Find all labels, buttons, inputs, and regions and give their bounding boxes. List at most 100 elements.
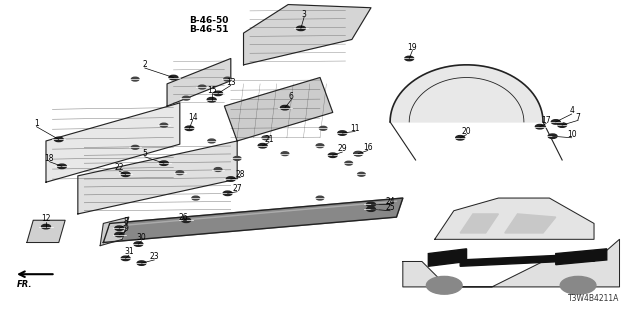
Circle shape — [367, 202, 376, 207]
Text: 28: 28 — [236, 170, 245, 179]
Circle shape — [234, 156, 241, 160]
Text: 11: 11 — [350, 124, 360, 133]
Circle shape — [227, 177, 236, 181]
Circle shape — [404, 56, 413, 61]
Text: 16: 16 — [363, 143, 372, 152]
Circle shape — [169, 75, 178, 80]
Text: 21: 21 — [264, 135, 274, 144]
Circle shape — [121, 256, 130, 260]
Text: 3: 3 — [301, 10, 307, 19]
Text: 29: 29 — [337, 144, 347, 153]
Circle shape — [296, 26, 305, 31]
Polygon shape — [100, 217, 129, 246]
Circle shape — [134, 242, 143, 246]
Circle shape — [316, 144, 324, 148]
Text: 4: 4 — [569, 106, 574, 115]
Circle shape — [319, 126, 327, 130]
Polygon shape — [390, 65, 543, 122]
Circle shape — [207, 98, 216, 102]
Circle shape — [208, 139, 216, 143]
Polygon shape — [167, 59, 231, 106]
Circle shape — [137, 261, 146, 265]
Circle shape — [548, 134, 557, 139]
Circle shape — [426, 276, 462, 294]
Text: B-46-51: B-46-51 — [189, 25, 229, 34]
Circle shape — [159, 161, 168, 165]
Text: 18: 18 — [44, 154, 54, 163]
Circle shape — [355, 152, 362, 156]
Circle shape — [262, 136, 269, 140]
Circle shape — [328, 153, 337, 157]
Polygon shape — [27, 220, 65, 243]
Circle shape — [214, 91, 223, 96]
Polygon shape — [46, 103, 180, 182]
Text: 19: 19 — [408, 43, 417, 52]
Circle shape — [42, 224, 51, 229]
Circle shape — [560, 276, 596, 294]
Circle shape — [58, 164, 67, 169]
Text: 30: 30 — [137, 233, 147, 242]
Text: 22: 22 — [115, 164, 124, 172]
Polygon shape — [244, 4, 371, 65]
Text: FR.: FR. — [17, 280, 33, 289]
Text: 15: 15 — [207, 86, 216, 95]
Circle shape — [131, 145, 139, 149]
Polygon shape — [505, 214, 556, 233]
Polygon shape — [78, 141, 237, 214]
Text: B-46-50: B-46-50 — [189, 16, 228, 25]
Text: 20: 20 — [461, 127, 472, 136]
Text: 17: 17 — [541, 116, 551, 125]
Text: 7: 7 — [575, 113, 580, 122]
Circle shape — [280, 105, 289, 110]
Text: 26: 26 — [178, 212, 188, 222]
Text: 24: 24 — [385, 197, 395, 206]
Circle shape — [224, 77, 232, 81]
Text: 27: 27 — [232, 184, 242, 193]
Circle shape — [316, 196, 324, 200]
Text: 5: 5 — [142, 149, 147, 158]
Circle shape — [198, 85, 206, 89]
Polygon shape — [435, 198, 594, 239]
Text: 23: 23 — [150, 252, 159, 261]
Text: 2: 2 — [142, 60, 147, 69]
Circle shape — [281, 152, 289, 156]
Polygon shape — [103, 198, 403, 243]
Circle shape — [192, 196, 200, 200]
Circle shape — [536, 124, 544, 129]
Circle shape — [185, 126, 194, 131]
Circle shape — [131, 77, 139, 81]
Text: 25: 25 — [385, 203, 395, 212]
Text: 10: 10 — [567, 130, 577, 139]
Polygon shape — [460, 255, 562, 266]
Circle shape — [182, 218, 191, 222]
Circle shape — [214, 168, 222, 172]
Polygon shape — [225, 77, 333, 141]
Circle shape — [223, 191, 232, 196]
Circle shape — [367, 207, 376, 212]
Circle shape — [354, 151, 363, 156]
Text: 14: 14 — [188, 113, 197, 122]
Polygon shape — [460, 214, 499, 233]
Polygon shape — [428, 249, 467, 266]
Text: 13: 13 — [226, 78, 236, 87]
Circle shape — [176, 171, 184, 175]
Text: 31: 31 — [124, 247, 134, 257]
Circle shape — [551, 120, 560, 124]
Text: T3W4B4211A: T3W4B4211A — [568, 294, 620, 303]
Text: 9: 9 — [124, 224, 128, 233]
Circle shape — [345, 161, 353, 165]
Circle shape — [338, 131, 347, 135]
Polygon shape — [556, 249, 607, 265]
Circle shape — [54, 137, 63, 142]
Text: 8: 8 — [124, 217, 128, 226]
Text: 12: 12 — [41, 214, 51, 223]
Text: 1: 1 — [34, 119, 39, 128]
Circle shape — [121, 172, 130, 177]
Circle shape — [160, 123, 168, 127]
Circle shape — [358, 172, 365, 176]
Text: 6: 6 — [289, 92, 294, 101]
Polygon shape — [403, 239, 620, 287]
Circle shape — [115, 226, 124, 230]
Circle shape — [182, 96, 190, 100]
Circle shape — [557, 123, 566, 127]
